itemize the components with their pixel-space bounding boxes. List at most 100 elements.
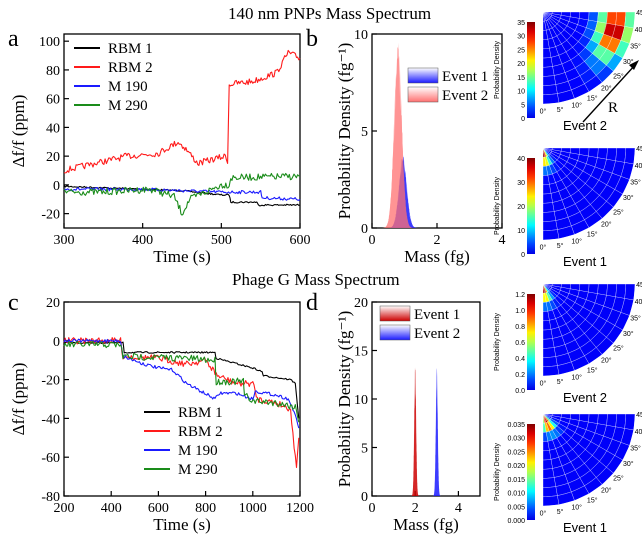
polar-cell [557, 225, 575, 239]
legend-swatch-d [379, 305, 411, 322]
polar-cell [543, 320, 551, 330]
polar-colorbar [527, 424, 535, 520]
polar-angle-label: 35° [630, 445, 641, 453]
polar-cell [579, 12, 589, 20]
y-tick-label-c: 0 [53, 335, 60, 350]
polar-cell [547, 173, 556, 185]
polar-angle-label: 40° [635, 298, 642, 306]
polar-cell [596, 467, 614, 485]
polar-angle-label: 30° [623, 194, 634, 202]
polar-grid-ring [543, 12, 553, 22]
polar-cell [558, 420, 569, 428]
polar-cell [574, 296, 587, 307]
polar-cell [543, 293, 547, 303]
polar-cell [606, 12, 617, 25]
polar-cell [543, 21, 547, 31]
polar-colorbar-tick: 20 [517, 204, 525, 211]
polar-cell [546, 431, 553, 442]
polar-cell [596, 201, 614, 219]
polar-cell [606, 309, 621, 326]
polar-grid-ring [543, 414, 608, 479]
polar-cell [588, 414, 599, 424]
polar-cell [615, 414, 626, 429]
polar-cell [561, 461, 576, 475]
legend-swatch-b [407, 86, 439, 103]
polar-cell [570, 284, 580, 291]
polar-colorbar-tick: 5 [521, 102, 525, 109]
polar-cell [548, 419, 558, 429]
polar-grid-spoke [542, 283, 630, 316]
panel-letter-c: c [8, 290, 19, 316]
y-tick-label-b: 5 [361, 125, 368, 140]
polar-grid-spoke [542, 413, 634, 431]
polar-cell [620, 26, 634, 44]
polar-cell [568, 477, 585, 492]
legend-label-b: Event 2 [442, 88, 488, 104]
polar-angle-label: 0° [540, 107, 547, 115]
polar-grid-ring [542, 283, 627, 368]
polar-event-label: Event 1 [563, 520, 607, 535]
polar-cell [560, 151, 571, 158]
polar-angle-label: 45° [636, 9, 642, 17]
polar-radius-arrowhead [629, 60, 639, 70]
polar-cell [552, 335, 566, 348]
y-tick-label-a: 60 [46, 93, 60, 108]
polar-colorbar-label: Probability Density [494, 443, 501, 501]
x-tick-label-c: 1200 [286, 501, 314, 516]
polar-cell [584, 347, 603, 364]
row2-title: Phage G Mass Spectrum [232, 270, 400, 289]
polar-cell [606, 37, 621, 54]
polar-cell [606, 53, 623, 72]
y-tick-label-c: -60 [41, 451, 60, 466]
x-tick-label-c: 600 [148, 501, 169, 516]
polar-angle-label: 25° [613, 208, 624, 216]
polar-colorbar-tick: 0.035 [507, 422, 525, 429]
polar-grid-spoke [542, 11, 623, 59]
polar-cell [556, 33, 567, 44]
polar-cell [552, 428, 561, 438]
polar-cell [571, 355, 589, 371]
polar-cell [566, 307, 579, 320]
polar-grid-ring [543, 414, 617, 488]
polar-angle-label: 45° [636, 411, 642, 419]
polar-grid-ring [543, 12, 617, 86]
polar-cell [584, 53, 600, 69]
polar-angle-label: 10° [571, 374, 582, 382]
polar-cell [551, 149, 562, 155]
polar-cell [543, 311, 550, 321]
polar-cell [603, 425, 616, 440]
polar-cell [615, 12, 626, 27]
polar-grid-ring [543, 284, 553, 294]
polar-cell [550, 417, 561, 424]
polar-cell [550, 152, 559, 160]
polar-angle-label: 5° [557, 378, 564, 386]
polar-cell [543, 477, 556, 488]
polar-cell [552, 12, 562, 16]
polar-cell [546, 165, 553, 176]
polar-cell [564, 25, 575, 36]
polar-angle-label: 5° [557, 242, 564, 250]
polar-cell [547, 309, 556, 321]
y-tick-label-c: 20 [46, 296, 60, 311]
polar-grid-ring [543, 284, 590, 331]
polar-cell [620, 162, 634, 180]
polar-cell [579, 148, 589, 156]
polar-cell [597, 148, 608, 160]
polar-cell [554, 208, 569, 221]
polar-cell [543, 486, 558, 497]
polar-cell [560, 301, 572, 313]
polar-grid-ring [543, 284, 581, 322]
polar-grid-ring [543, 414, 562, 433]
polar-cell [566, 183, 579, 196]
polar-colorbar-tick: 1.2 [515, 292, 525, 299]
series-line-rbm-2 [63, 49, 301, 174]
y-tick-label-d: 5 [361, 442, 368, 457]
polar-cell [561, 195, 576, 209]
y-axis-label-b: Probability Density (fg⁻¹) [335, 43, 354, 220]
polar-cell [568, 16, 580, 25]
polar-colorbar [527, 158, 535, 254]
polar-radius-arrow [582, 63, 637, 123]
polar-cell [624, 148, 635, 164]
polar-grid-spoke [542, 283, 623, 331]
polar-grid-spoke [542, 413, 603, 485]
